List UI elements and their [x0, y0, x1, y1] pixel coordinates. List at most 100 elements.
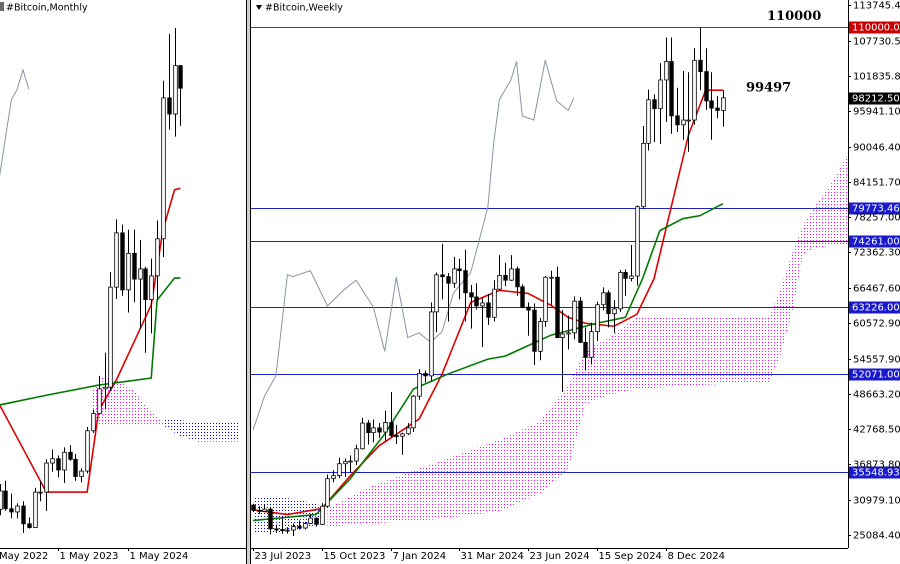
y-tick-label: 78257.00: [853, 213, 900, 224]
candle-body: [709, 100, 714, 109]
candle-body: [549, 276, 554, 279]
candle-body: [446, 276, 451, 284]
indicator-line: [0, 277, 181, 406]
level-tag-label: 63226.00: [852, 303, 900, 314]
level-tag: [849, 301, 900, 314]
candle-body: [15, 505, 20, 513]
candle-body: [103, 386, 108, 390]
candle-body: [572, 300, 577, 334]
candle-body: [509, 268, 514, 281]
candle-body: [143, 268, 148, 300]
y-tick-label: 60572.90: [853, 319, 900, 330]
candle-body: [348, 460, 353, 463]
candle-body: [27, 523, 32, 528]
indicator-line: [252, 89, 723, 516]
chart-title: #Bitcoin,Weekly: [265, 3, 343, 14]
candle-body: [285, 529, 290, 532]
candle-body: [389, 422, 394, 437]
candle-body: [251, 504, 256, 511]
level-tag: [849, 466, 900, 479]
level-tag-label: 52071.00: [852, 370, 900, 381]
candle-body: [167, 97, 172, 115]
x-tick-label: 7 Jan 2024: [393, 551, 447, 562]
candle-body: [429, 311, 434, 377]
candle-body: [566, 332, 571, 335]
candle-body: [440, 274, 445, 278]
candle-body: [108, 286, 113, 388]
candle-body: [155, 238, 160, 277]
y-tick-label: 72362.30: [853, 248, 900, 259]
candle-body: [543, 276, 548, 322]
candle-body: [417, 373, 422, 397]
candle-body: [262, 508, 267, 512]
candle-body: [383, 422, 388, 433]
candle-body: [612, 308, 617, 315]
candle-body: [320, 505, 325, 525]
candle-body: [560, 333, 565, 338]
y-tick-label: 84151.70: [853, 178, 900, 189]
candle-body: [132, 252, 137, 280]
candle-body: [555, 276, 560, 338]
candle-body: [56, 458, 61, 471]
candle-body: [44, 462, 49, 493]
candle-body: [721, 97, 726, 111]
y-tick-label: 113745.40: [853, 1, 900, 12]
candle-body: [681, 119, 686, 126]
candle-body: [623, 272, 628, 279]
x-tick-label: 1 May 2022: [0, 551, 48, 562]
x-tick-label: 1 May 2023: [60, 551, 119, 562]
candle-body: [515, 268, 520, 288]
candle-body: [652, 99, 657, 110]
candle-body: [669, 61, 674, 117]
y-tick-label: 95941.10: [853, 107, 900, 118]
chart-title: #Bitcoin,Monthly: [6, 3, 88, 14]
x-axis: 1 May 2022 1 May 2023 1 May 2024: [0, 548, 188, 562]
candle-body: [629, 275, 634, 279]
candle-body: [606, 292, 611, 315]
level-tag: [849, 202, 900, 215]
candle-body: [173, 65, 178, 115]
candle-body: [394, 435, 399, 438]
candle-body: [658, 79, 663, 110]
candle-body: [85, 430, 90, 472]
candle-body: [0, 490, 3, 510]
indicator-line: [0, 187, 181, 493]
candle-body: [331, 475, 336, 480]
candle-body: [291, 526, 296, 531]
candle-body: [434, 274, 439, 313]
y-tick-label: 25084.40: [853, 531, 900, 542]
monthly-panel: [0, 27, 239, 533]
candle-body: [337, 463, 342, 477]
candle-body: [354, 448, 359, 462]
price-annotation: 99497: [746, 81, 791, 96]
candle-body: [704, 71, 709, 102]
candle-body: [360, 422, 365, 450]
candle-body: [635, 206, 640, 277]
candle-body: [595, 304, 600, 333]
candle-body: [79, 470, 84, 477]
candle-body: [601, 292, 606, 306]
candle-body: [692, 59, 697, 121]
candle-body: [520, 286, 525, 308]
candle-body: [486, 302, 491, 318]
y-tick-label: 54557.90: [853, 355, 900, 366]
weekly-panel: [250, 27, 848, 537]
splitter[interactable]: [247, 0, 250, 564]
x-tick-label: 23 Jun 2024: [530, 551, 590, 562]
candle-body: [526, 306, 531, 311]
candle-body: [589, 331, 594, 358]
y-tick-label: 90046.40: [853, 143, 900, 154]
last-price-tag: [849, 92, 900, 105]
menu-arrow[interactable]: [256, 5, 262, 10]
candle-body: [126, 252, 131, 291]
candle-body: [463, 270, 468, 294]
y-tick-label: 101835.80: [853, 72, 900, 83]
candle-body: [97, 388, 102, 414]
candle-body: [308, 517, 313, 524]
chart-icon: [0, 2, 4, 11]
candle-body: [274, 528, 279, 531]
candle-body: [68, 451, 73, 460]
candle-body: [686, 119, 691, 122]
candle-body: [474, 296, 479, 307]
